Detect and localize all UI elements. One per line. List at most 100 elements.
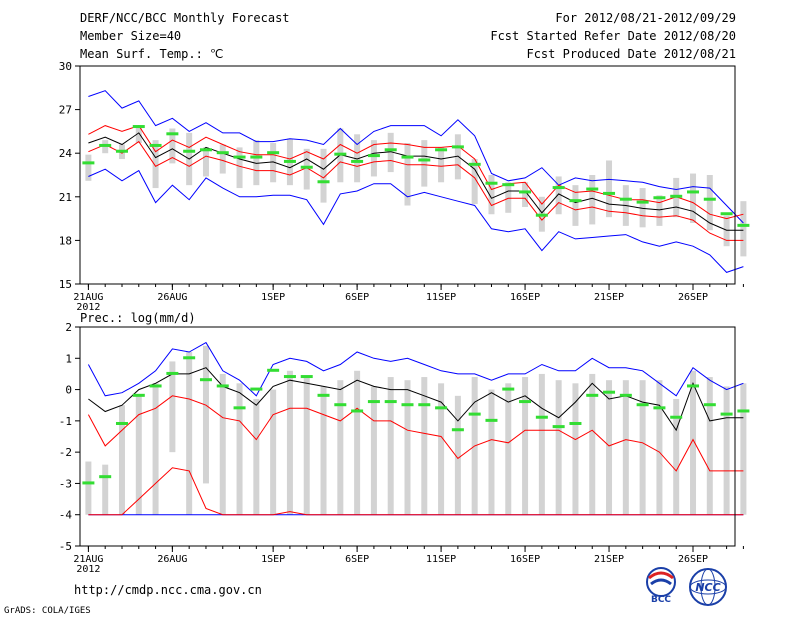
temp-obs-mark bbox=[115, 149, 128, 153]
prec-obs-mark bbox=[451, 428, 464, 432]
temp-obs-mark bbox=[132, 125, 145, 129]
temp-obs-mark bbox=[670, 194, 683, 198]
temp-xtick-label: 16SEP bbox=[510, 292, 540, 303]
prec-mean-plus-line bbox=[87, 395, 744, 472]
temp-mean-line bbox=[88, 132, 744, 231]
prec-box bbox=[522, 377, 529, 515]
prec-obs-mark bbox=[703, 403, 716, 407]
prec-mean-minus-line bbox=[88, 467, 744, 516]
chart-title: DERF/NCC/BCC Monthly Forecast bbox=[80, 11, 290, 25]
temp-xtick-label: 11SEP bbox=[426, 292, 456, 303]
prec-obs-mark bbox=[82, 481, 95, 485]
prec-xtick-label: 16SEP bbox=[510, 554, 540, 565]
prec-obs-mark bbox=[670, 415, 683, 419]
precip-title: Prec.: log(mm/d) bbox=[80, 311, 196, 325]
prec-obs-mark bbox=[737, 409, 750, 413]
temp-box bbox=[656, 195, 663, 226]
temp-ytick-label: 24 bbox=[59, 147, 73, 160]
prec-box bbox=[488, 389, 495, 515]
temp-obs-mark bbox=[636, 200, 649, 204]
temp-box bbox=[236, 147, 243, 189]
prec-xtick-label: 6SEP bbox=[345, 554, 369, 565]
temp-obs-mark bbox=[603, 191, 616, 195]
temp-obs-mark bbox=[569, 199, 582, 203]
temp-obs-mark bbox=[586, 187, 599, 191]
temp-obs-mark bbox=[401, 155, 414, 159]
prec-obs-mark bbox=[351, 409, 364, 413]
prec-box bbox=[622, 380, 629, 515]
prec-box bbox=[337, 380, 344, 515]
temp-mean-plus-line bbox=[88, 124, 744, 220]
temp-obs-mark bbox=[267, 151, 280, 155]
prec-obs-mark bbox=[586, 393, 599, 397]
prec-ytick-label: -4 bbox=[59, 509, 73, 522]
prec-ytick-label: -3 bbox=[59, 477, 72, 490]
temp-obs-mark bbox=[300, 165, 313, 169]
prec-box bbox=[286, 370, 293, 515]
temp-obs-mark bbox=[687, 190, 700, 194]
prec-obs-mark bbox=[317, 393, 330, 397]
temp-box bbox=[421, 140, 428, 187]
temp-box bbox=[690, 173, 697, 223]
prec-obs-mark bbox=[569, 421, 582, 425]
temp-box bbox=[488, 175, 495, 215]
produced-date: Fcst Produced Date 2012/08/21 bbox=[526, 47, 736, 61]
prec-obs-mark bbox=[132, 393, 145, 397]
source-url-link[interactable]: http://cmdp.ncc.cma.gov.cn bbox=[74, 583, 262, 597]
forecast-period: For 2012/08/21-2012/09/29 bbox=[555, 11, 736, 25]
prec-obs-mark bbox=[199, 378, 212, 382]
prec-obs-mark bbox=[367, 400, 380, 404]
prec-obs-mark bbox=[300, 375, 313, 379]
temp-ytick-label: 15 bbox=[59, 278, 72, 291]
temp-box bbox=[522, 182, 529, 207]
member-size: Member Size=40 bbox=[80, 29, 182, 43]
prec-ytick-label: 1 bbox=[65, 352, 72, 365]
prec-obs-mark bbox=[603, 390, 616, 394]
prec-box bbox=[723, 386, 730, 515]
prec-box bbox=[656, 380, 663, 515]
temp-obs-mark bbox=[216, 151, 229, 155]
prec-ytick-label: -2 bbox=[59, 446, 72, 459]
temp-obs-mark bbox=[468, 162, 481, 166]
temp-obs-mark bbox=[334, 152, 347, 156]
temp-box bbox=[572, 185, 579, 226]
prec-box bbox=[555, 380, 562, 515]
grads-credit: GrADS: COLA/IGES bbox=[4, 606, 91, 616]
prec-obs-mark bbox=[468, 412, 481, 416]
prec-xtick-label: 11SEP bbox=[426, 554, 456, 565]
temp-box bbox=[454, 134, 461, 180]
temp-box bbox=[152, 140, 159, 189]
prec-xtick-label: 26AUG bbox=[157, 554, 187, 565]
temp-xtick-label: 1SEP bbox=[261, 292, 285, 303]
prec-xtick-label: 21AUG bbox=[73, 554, 103, 565]
temp-box bbox=[740, 201, 747, 257]
prec-obs-mark bbox=[485, 418, 498, 422]
prec-box bbox=[236, 383, 243, 515]
temp-box bbox=[320, 148, 327, 203]
prec-box bbox=[421, 377, 428, 515]
prec-box bbox=[354, 370, 361, 515]
prec-obs-mark bbox=[653, 406, 666, 410]
temp-obs-mark bbox=[384, 148, 397, 152]
temp-box bbox=[370, 140, 377, 177]
temp-obs-mark bbox=[367, 154, 380, 158]
prec-xtick-label: 21SEP bbox=[594, 554, 624, 565]
prec-obs-mark bbox=[552, 425, 565, 429]
prec-ytick-label: -1 bbox=[59, 415, 72, 428]
prec-obs-mark bbox=[250, 387, 263, 391]
temp-obs-mark bbox=[351, 159, 364, 163]
prec-obs-mark bbox=[267, 368, 280, 372]
prec-ytick-label: -5 bbox=[59, 540, 72, 553]
prec-obs-mark bbox=[166, 371, 179, 375]
temp-ytick-label: 21 bbox=[59, 191, 72, 204]
prec-box bbox=[589, 373, 596, 515]
prec-box bbox=[404, 380, 411, 515]
prec-obs-mark bbox=[535, 415, 548, 419]
temp-obs-mark bbox=[619, 197, 632, 201]
started-refer-date: Fcst Started Refer Date 2012/08/20 bbox=[490, 29, 736, 43]
temp-box bbox=[270, 143, 277, 183]
temp-obs-mark bbox=[519, 190, 532, 194]
ncc-logo-text: NCC bbox=[695, 581, 720, 594]
